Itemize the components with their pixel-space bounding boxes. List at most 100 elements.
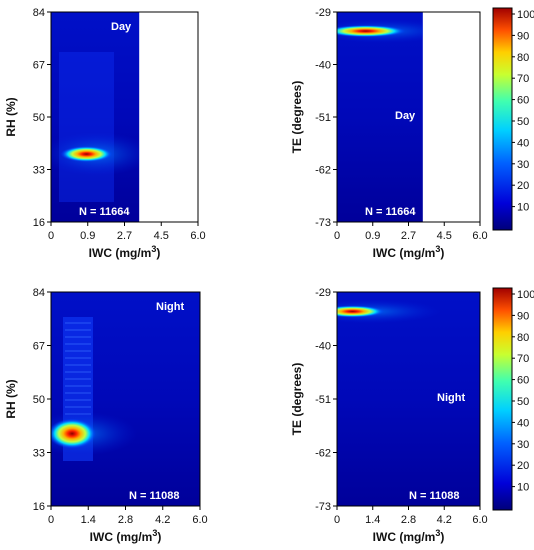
data-field: [51, 12, 140, 222]
colorbar-tick-label: 90: [517, 30, 529, 42]
y-tick-label: -62: [315, 448, 331, 460]
y-tick-label: 16: [33, 217, 45, 229]
colorbar-tick-label: 60: [517, 375, 529, 387]
y-tick-label: -73: [315, 501, 331, 513]
colorbar-tick-label: 10: [517, 202, 529, 214]
data-field: [337, 292, 480, 506]
panel-title: Night: [437, 392, 465, 404]
density-stripe: [65, 392, 91, 394]
y-axis-label: RH (%): [4, 379, 18, 418]
x-axis-label: IWC (mg/m3): [90, 528, 162, 544]
colorbar-tick-label: 80: [517, 332, 529, 344]
colorbar-tick-label: 70: [517, 73, 529, 85]
density-stripe: [65, 364, 91, 366]
x-tick-label: 0: [48, 514, 54, 526]
y-tick-label: -62: [315, 165, 331, 177]
x-tick-label: 1.4: [81, 514, 96, 526]
density-stripe: [65, 322, 91, 324]
x-tick-label: 2.7: [401, 230, 416, 242]
density-stripe: [65, 329, 91, 331]
density-stripe: [65, 378, 91, 380]
y-axis-label: TE (degrees): [290, 363, 304, 436]
x-tick-label: 2.8: [401, 514, 416, 526]
colorbar-tick-label: 40: [517, 417, 529, 429]
x-tick-label: 4.5: [154, 230, 169, 242]
x-tick-label: 6.0: [472, 514, 487, 526]
x-tick-label: 0.9: [365, 230, 380, 242]
y-tick-label: -51: [315, 394, 331, 406]
colorbar-tick-label: 10: [517, 482, 529, 494]
y-tick-label: -29: [315, 287, 331, 299]
x-tick-label: 4.2: [437, 514, 452, 526]
panel-title: Day: [111, 21, 132, 33]
y-tick-label: 50: [33, 112, 45, 124]
sample-count: N = 11088: [409, 490, 459, 502]
sample-count: N = 11664: [365, 206, 416, 218]
y-axis-label: RH (%): [4, 97, 18, 136]
x-tick-label: 2.7: [117, 230, 132, 242]
colorbar-tick-label: 30: [517, 159, 529, 171]
density-peak: [337, 305, 385, 318]
x-tick-label: 1.4: [365, 514, 380, 526]
y-tick-label: 67: [33, 341, 45, 353]
x-tick-label: 6.0: [190, 230, 205, 242]
sample-count: N = 11088: [129, 490, 179, 502]
y-tick-label: -40: [315, 60, 331, 72]
colorbar-tick-label: 90: [517, 310, 529, 322]
y-tick-label: -29: [315, 7, 331, 19]
colorbar-tick-label: 70: [517, 353, 529, 365]
colorbar-tick-label: 20: [517, 460, 529, 472]
y-tick-label: 33: [33, 165, 45, 177]
x-tick-label: 0: [334, 514, 340, 526]
heatmap-panel-3: Night N = 11088 84 67 50 33 160 1.4 2.8 4.2 6.0 IWC…: [4, 287, 208, 544]
sample-count: N = 11664: [79, 206, 130, 218]
x-tick-label: 0: [334, 230, 340, 242]
colorbar-tick-label: 40: [517, 137, 529, 149]
y-tick-label: -51: [315, 112, 331, 124]
x-tick-label: 0: [48, 230, 54, 242]
colorbar-tick-label: 50: [517, 116, 529, 128]
colorbar-tick-label: 30: [517, 439, 529, 451]
colorbar-tick-label: 100: [517, 289, 534, 301]
density-stripe: [65, 371, 91, 373]
density-stripe: [65, 385, 91, 387]
y-tick-label: -40: [315, 341, 331, 353]
x-tick-label: 6.0: [192, 514, 207, 526]
density-stripe: [65, 399, 91, 401]
y-tick-label: 33: [33, 448, 45, 460]
y-tick-label: 84: [33, 287, 45, 299]
x-tick-label: 4.5: [437, 230, 452, 242]
density-glow-column: [59, 52, 114, 202]
x-tick-label: 6.0: [472, 230, 487, 242]
colorbar: [492, 7, 513, 231]
colorbar-tick-label: 60: [517, 95, 529, 107]
data-field: [337, 12, 423, 222]
x-axis-label: IWC (mg/m3): [89, 244, 161, 260]
heatmap-panel-4: Night N = 11088 -29 -40 -51 -62 -730 1.4 2.8 4.2 6…: [290, 287, 534, 544]
panel-title: Night: [156, 301, 184, 313]
heatmap-panel-2: Day N = 11664 -29 -40 -51 -62 -730 0.9 2.7 4.5 6.0…: [290, 7, 534, 260]
x-axis-label: IWC (mg/m3): [373, 244, 445, 260]
density-stripe: [65, 357, 91, 359]
density-stripe: [65, 343, 91, 345]
density-peak: [60, 146, 113, 163]
panel-title: Day: [395, 110, 416, 122]
density-stripe: [65, 336, 91, 338]
y-tick-label: 50: [33, 394, 45, 406]
density-peak: [51, 418, 97, 449]
y-tick-label: -73: [315, 217, 331, 229]
density-stripe: [65, 350, 91, 352]
x-tick-label: 4.2: [155, 514, 170, 526]
y-axis-label: TE (degrees): [290, 81, 304, 154]
y-tick-label: 84: [33, 7, 45, 19]
y-tick-label: 67: [33, 60, 45, 72]
colorbar-tick-label: 100: [517, 9, 534, 21]
peak-glow: [337, 299, 441, 324]
x-tick-label: 2.8: [118, 514, 133, 526]
heatmap-panel-1: Day N = 11664 84 67 50 33 160 0.9 2.7 4.5 6.0 IWC (…: [4, 7, 206, 260]
density-stripe: [65, 406, 91, 408]
colorbar-tick-label: 50: [517, 396, 529, 408]
density-peak: [337, 25, 406, 38]
colorbar-tick-label: 20: [517, 180, 529, 192]
